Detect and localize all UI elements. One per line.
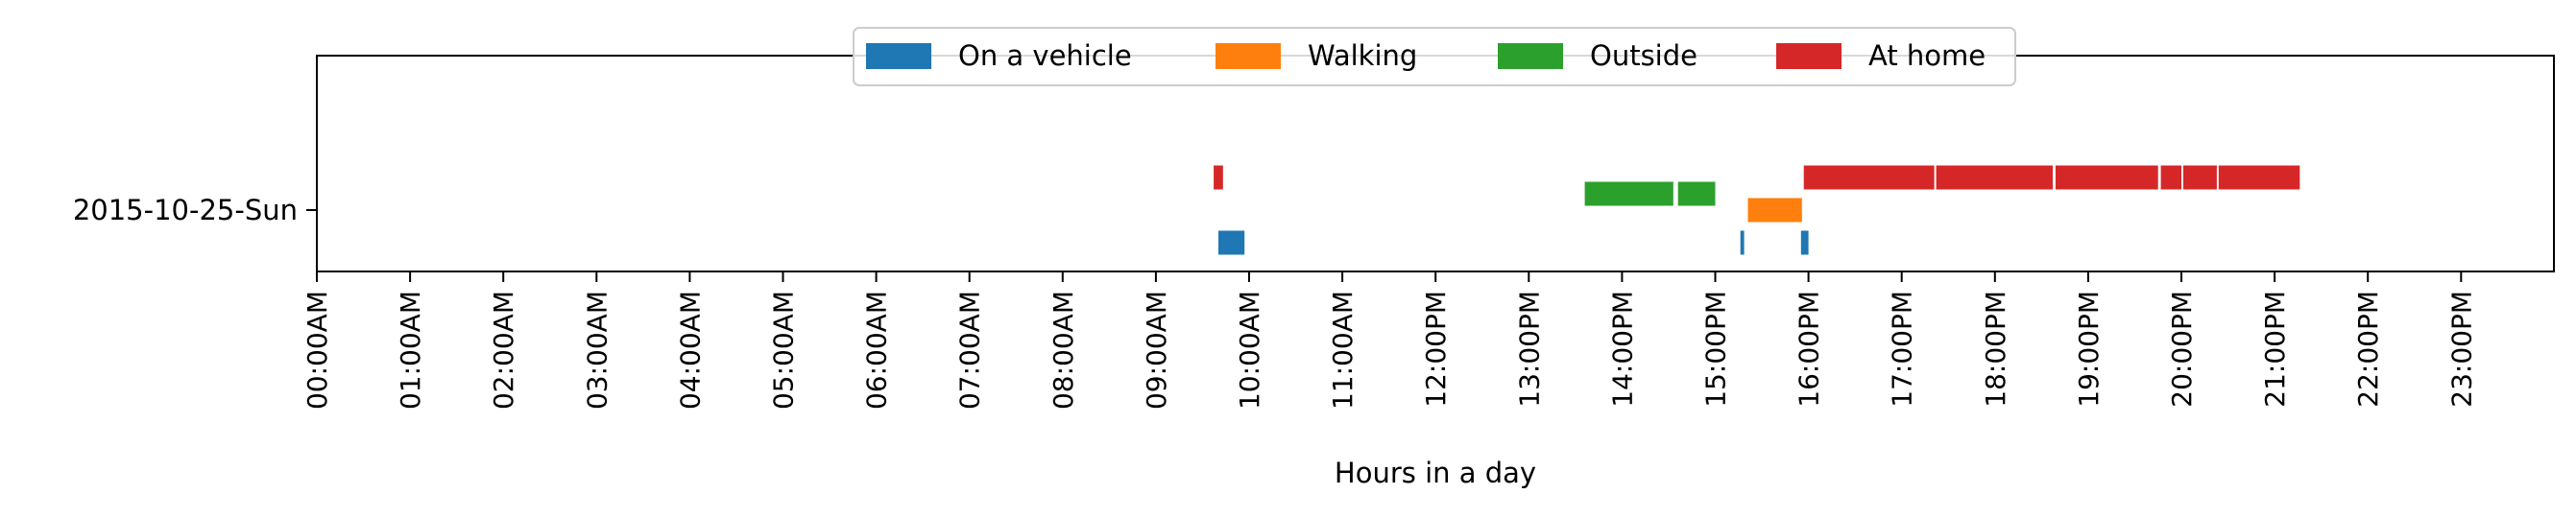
bar-at-home-6 <box>2218 165 2300 190</box>
legend-label: At home <box>1868 39 1986 72</box>
x-tick-label: 02:00AM <box>488 291 519 410</box>
bar-on-a-vehicle-2 <box>1800 230 1809 255</box>
bar-on-a-vehicle-0 <box>1218 230 1245 255</box>
x-tick-label: 15:00PM <box>1700 291 1732 408</box>
x-tick-label: 16:00PM <box>1794 291 1825 408</box>
y-axis: 2015-10-25-Sun <box>73 194 317 226</box>
x-tick-label: 06:00AM <box>861 291 893 410</box>
x-tick-label: 12:00PM <box>1420 291 1452 408</box>
x-tick-label: 01:00AM <box>395 291 426 410</box>
bar-on-a-vehicle-1 <box>1740 230 1745 255</box>
x-axis-label: Hours in a day <box>1335 457 1536 489</box>
x-tick-label: 03:00AM <box>581 291 613 410</box>
bar-at-home-2 <box>1936 165 2053 190</box>
x-axis: 00:00AM 01:00AM 02:00AM 03:00AM 04:00AM 05:00… <box>301 271 2477 410</box>
legend-label: On a vehicle <box>958 39 1132 72</box>
x-tick-label: 21:00PM <box>2259 291 2291 408</box>
bar-at-home-3 <box>2055 165 2158 190</box>
bar-outside-0 <box>1584 181 1673 206</box>
x-tick-label: 17:00PM <box>1887 291 1918 408</box>
x-tick-label: 04:00AM <box>674 291 706 410</box>
x-tick-label: 00:00AM <box>301 291 333 410</box>
x-tick-label: 19:00PM <box>2073 291 2105 408</box>
bar-at-home-4 <box>2160 165 2181 190</box>
interval-bars <box>1214 165 2300 255</box>
x-tick-label: 20:00PM <box>2166 291 2198 408</box>
legend-swatch <box>866 43 931 69</box>
x-tick-label: 08:00AM <box>1047 291 1079 410</box>
legend-swatch <box>1776 43 1842 69</box>
x-tick-label: 14:00PM <box>1606 291 1638 408</box>
x-tick-label: 05:00AM <box>768 291 800 410</box>
bar-outside-1 <box>1677 181 1716 206</box>
x-tick-label: 09:00AM <box>1141 291 1172 410</box>
bar-at-home-0 <box>1214 165 1223 190</box>
legend-swatch <box>1216 43 1281 69</box>
legend: On a vehicle Walking Outside At home <box>853 27 2016 86</box>
x-tick-label: 18:00PM <box>1980 291 2011 408</box>
axes-frame <box>316 55 2555 272</box>
bar-at-home-5 <box>2182 165 2217 190</box>
legend-swatch <box>1498 43 1563 69</box>
x-tick-label: 11:00AM <box>1327 291 1359 410</box>
legend-label: Walking <box>1308 39 1417 72</box>
x-tick-label: 13:00PM <box>1513 291 1545 408</box>
bar-walking-0 <box>1747 198 1802 223</box>
x-tick-label: 07:00AM <box>954 291 986 410</box>
x-tick-label: 23:00PM <box>2445 291 2477 408</box>
x-tick-label: 22:00PM <box>2352 291 2384 408</box>
x-tick-label: 10:00AM <box>1234 291 1265 410</box>
legend-label: Outside <box>1590 39 1697 72</box>
y-tick-label: 2015-10-25-Sun <box>73 194 298 226</box>
bar-at-home-1 <box>1803 165 1935 190</box>
legend-box <box>853 27 2016 86</box>
